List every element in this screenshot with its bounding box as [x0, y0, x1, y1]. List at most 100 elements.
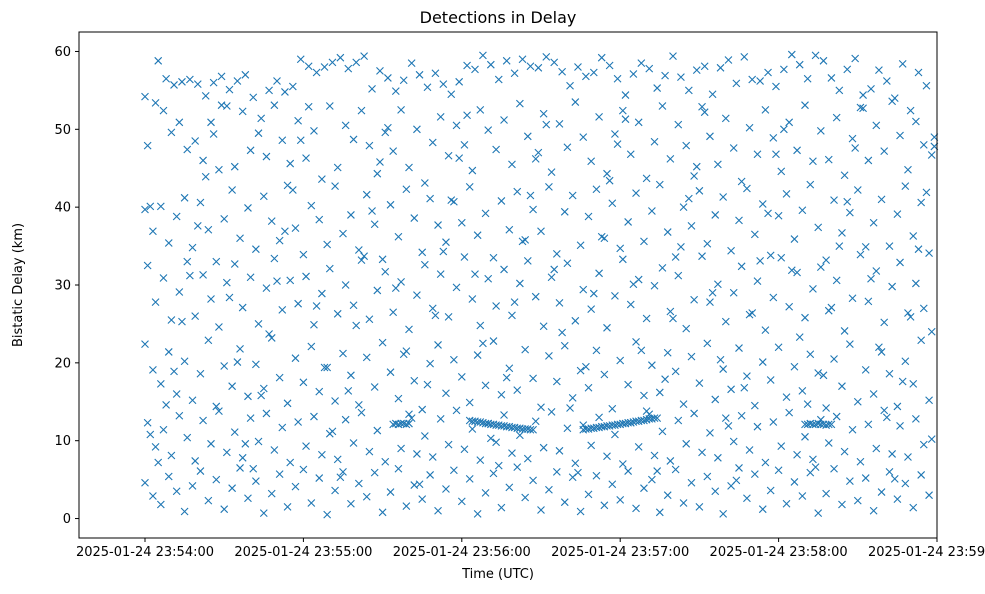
data-point — [827, 74, 836, 82]
data-point — [513, 187, 522, 196]
data-point — [819, 56, 828, 65]
data-point — [911, 279, 920, 288]
data-point — [304, 102, 313, 111]
data-point — [257, 391, 266, 400]
data-point — [909, 503, 918, 512]
data-point — [845, 477, 854, 486]
data-point — [896, 131, 904, 140]
data-point — [684, 194, 693, 203]
data-point — [209, 130, 218, 138]
data-point — [861, 242, 870, 251]
data-point — [394, 394, 403, 403]
data-point — [748, 75, 757, 84]
data-point — [608, 199, 617, 208]
data-point — [925, 491, 933, 500]
data-point — [919, 304, 928, 313]
data-point — [537, 506, 545, 514]
data-point — [901, 479, 910, 488]
data-point — [558, 67, 567, 76]
data-point — [589, 289, 598, 298]
data-point — [178, 317, 186, 326]
data-point — [228, 484, 237, 493]
data-point — [431, 311, 440, 320]
data-point — [671, 253, 680, 261]
y-tick-label: 0 — [63, 512, 71, 527]
data-point — [785, 408, 794, 417]
data-point — [172, 390, 181, 398]
data-point — [838, 500, 846, 509]
data-point — [650, 281, 659, 290]
data-point — [273, 277, 281, 285]
data-point — [735, 464, 743, 472]
data-point — [267, 489, 276, 498]
data-point — [856, 103, 865, 112]
data-point — [605, 61, 614, 70]
data-point — [605, 176, 614, 185]
data-point — [431, 69, 440, 78]
data-point — [481, 209, 490, 218]
data-point — [244, 392, 252, 401]
data-point — [296, 55, 305, 64]
data-point — [840, 447, 849, 456]
data-point — [653, 84, 662, 92]
data-point — [819, 371, 828, 380]
data-point — [552, 377, 561, 386]
data-point — [750, 230, 759, 239]
data-point — [621, 91, 630, 99]
data-point — [566, 81, 574, 90]
data-point — [183, 257, 192, 266]
data-point — [439, 247, 448, 256]
data-point — [758, 505, 767, 514]
data-point — [581, 362, 590, 371]
data-point — [695, 186, 704, 195]
data-point — [824, 439, 833, 447]
data-point — [626, 300, 635, 309]
data-point — [547, 168, 556, 177]
data-point — [209, 78, 218, 87]
data-point — [191, 457, 200, 465]
data-point — [851, 144, 860, 152]
data-point — [653, 467, 662, 475]
data-point — [254, 437, 263, 446]
data-point — [447, 196, 456, 205]
data-point — [328, 58, 337, 67]
data-point — [772, 150, 780, 159]
data-point — [500, 116, 508, 124]
data-point — [576, 507, 585, 516]
data-point — [515, 279, 524, 288]
data-point — [914, 245, 923, 254]
data-point — [315, 474, 324, 482]
data-point — [700, 108, 709, 117]
data-point — [378, 508, 387, 517]
data-point — [632, 189, 640, 198]
data-point — [457, 497, 466, 506]
data-point — [882, 413, 891, 422]
data-point — [674, 271, 683, 280]
data-point — [141, 340, 149, 349]
data-point — [354, 246, 363, 254]
data-point — [143, 261, 152, 270]
x-tick-label: 2025-01-24 23:58:00 — [710, 545, 848, 560]
data-point — [370, 468, 379, 477]
data-point — [827, 303, 836, 312]
data-point — [743, 184, 751, 193]
data-point — [695, 502, 704, 511]
data-point — [795, 60, 804, 69]
data-point — [853, 397, 862, 406]
data-point — [164, 348, 173, 356]
data-point — [534, 63, 543, 72]
data-point — [391, 284, 400, 293]
data-point — [185, 271, 194, 280]
data-point — [922, 81, 931, 90]
data-point — [167, 316, 176, 324]
data-point — [407, 414, 416, 423]
data-point — [787, 266, 796, 275]
data-point — [386, 488, 395, 496]
data-point — [534, 148, 543, 157]
data-point — [632, 504, 640, 513]
data-point — [579, 285, 588, 294]
data-point — [220, 505, 229, 514]
data-point — [896, 258, 904, 267]
data-point — [513, 463, 522, 472]
data-point — [774, 211, 783, 220]
